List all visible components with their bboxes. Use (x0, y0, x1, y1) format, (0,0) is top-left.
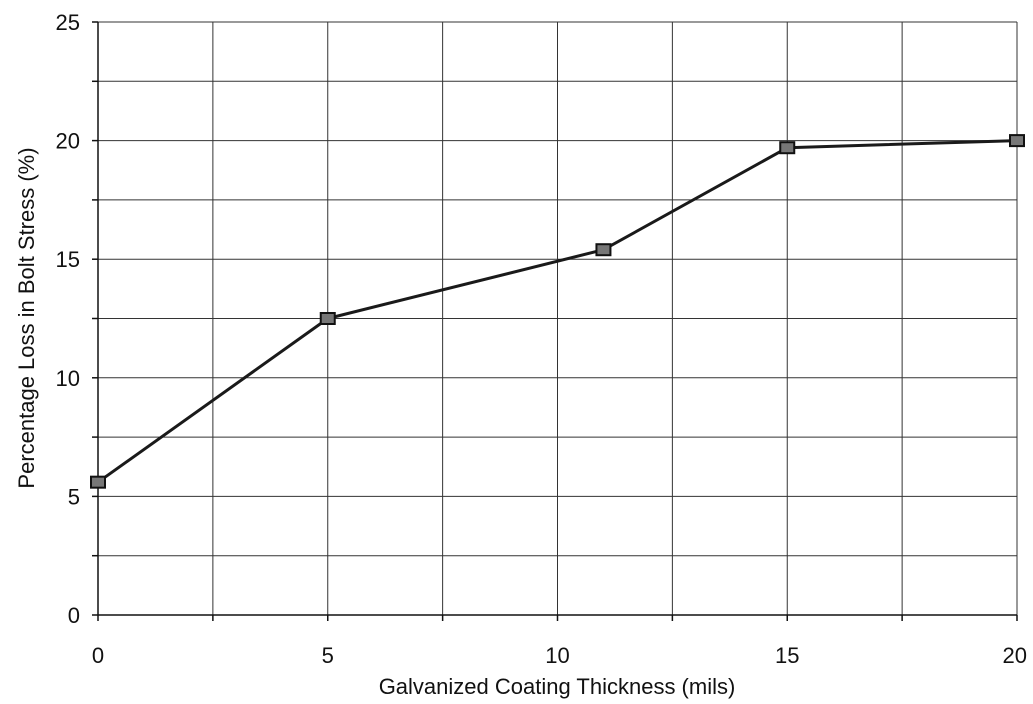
x-tick-label: 20 (1003, 643, 1027, 668)
y-tick-labels: 0 5 10 15 20 25 (56, 10, 80, 628)
y-tick-label: 0 (68, 603, 80, 628)
data-point-marker (595, 243, 612, 257)
data-point-marker (1009, 134, 1025, 148)
y-tick-label: 25 (56, 10, 80, 35)
x-tick-label: 5 (322, 643, 334, 668)
x-tick-labels: 0 5 10 15 20 (92, 643, 1027, 668)
x-tick-label: 0 (92, 643, 104, 668)
markers-group (90, 134, 1025, 489)
x-tick-label: 10 (545, 643, 569, 668)
y-axis-title: Percentage Loss in Bolt Stress (%) (14, 147, 39, 488)
y-tick-label: 5 (68, 484, 80, 509)
data-point-marker (90, 475, 106, 489)
y-tick-label: 10 (56, 366, 80, 391)
data-point-marker (779, 141, 796, 155)
plot-frame (92, 21, 1018, 621)
x-axis-title: Galvanized Coating Thickness (mils) (379, 674, 736, 699)
grid (97, 21, 1018, 616)
data-point-marker (319, 312, 336, 325)
y-tick-label: 20 (56, 129, 80, 154)
x-tick-label: 15 (775, 643, 799, 668)
y-tick-label: 15 (56, 247, 80, 272)
